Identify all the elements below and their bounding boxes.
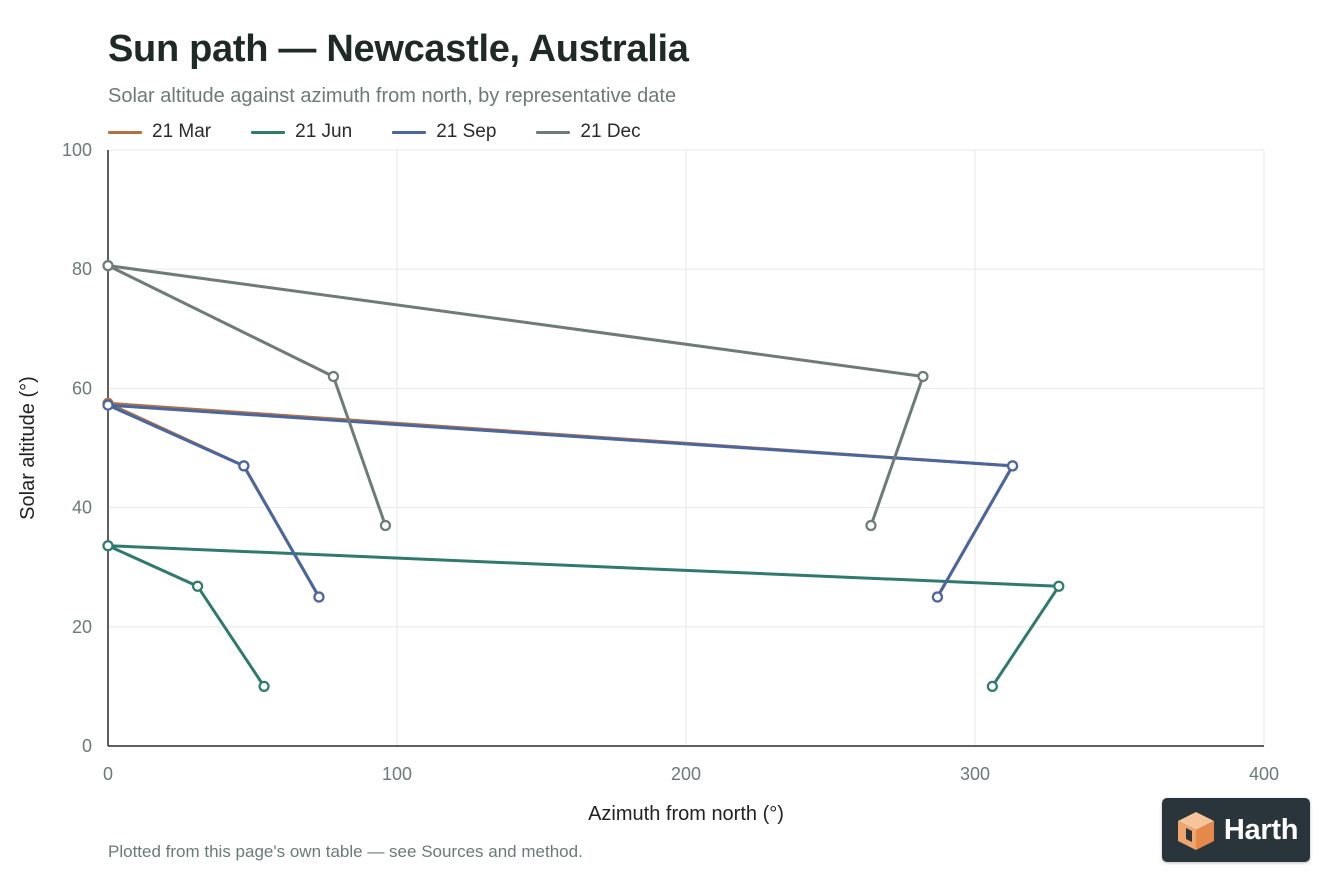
data-point[interactable] xyxy=(102,260,114,272)
data-point[interactable] xyxy=(917,370,929,383)
y-tick-label: 40 xyxy=(72,498,92,518)
data-point[interactable] xyxy=(986,680,998,693)
data-point[interactable] xyxy=(1053,580,1065,592)
x-tick-label: 400 xyxy=(1249,764,1279,784)
legend-item-21-mar[interactable]: 21 Mar xyxy=(108,121,211,143)
legend-swatch xyxy=(392,130,427,134)
x-tick-label: 300 xyxy=(960,764,990,784)
y-tick-label: 100 xyxy=(62,140,92,160)
x-tick-label: 200 xyxy=(671,764,701,784)
legend-label: 21 Mar xyxy=(152,121,212,142)
grid-lines xyxy=(107,149,1265,747)
y-tick-label: 20 xyxy=(72,617,92,637)
legend-item-21-sep[interactable]: 21 Sep xyxy=(392,121,496,143)
data-point[interactable] xyxy=(191,580,204,592)
cube-logo-icon xyxy=(1177,812,1214,850)
data-point[interactable] xyxy=(327,370,340,383)
source-note: Plotted from this page's own table — see… xyxy=(108,842,583,861)
data-point[interactable] xyxy=(865,519,877,532)
x-axis-title: Azimuth from north (°) xyxy=(588,803,784,825)
data-point[interactable] xyxy=(102,399,114,411)
legend-swatch xyxy=(108,130,142,134)
x-tick-label: 100 xyxy=(382,764,412,784)
legend-label: 21 Sep xyxy=(436,121,497,142)
series-line xyxy=(106,544,1061,688)
data-point[interactable] xyxy=(379,519,392,532)
legend-swatch xyxy=(536,130,571,134)
data-point[interactable] xyxy=(313,591,325,603)
axes xyxy=(107,150,1264,747)
data-point[interactable] xyxy=(1006,460,1019,472)
y-tick-label: 60 xyxy=(72,378,92,398)
data-point[interactable] xyxy=(238,460,250,472)
data-point[interactable] xyxy=(258,680,270,693)
legend-item-21-jun[interactable]: 21 Jun xyxy=(251,121,352,143)
legend-label: 21 Dec xyxy=(580,121,641,142)
series-line xyxy=(106,264,925,527)
data-point[interactable] xyxy=(931,591,944,603)
chart-title: Sun path — Newcastle, Australia xyxy=(108,28,689,70)
chart-legend: 21 Mar 21 Jun 21 Sep 21 Dec xyxy=(108,119,641,145)
legend-swatch xyxy=(251,130,286,134)
harth-logo[interactable]: Harth xyxy=(1162,798,1310,862)
y-tick-label: 0 xyxy=(82,736,92,756)
series-21-jun xyxy=(102,540,1065,693)
y-tick-label: 80 xyxy=(72,259,92,279)
y-axis-title: Solar altitude (°) xyxy=(17,376,39,520)
chart-subtitle: Solar altitude against azimuth from nort… xyxy=(108,85,677,107)
x-tick-label: 0 xyxy=(103,764,113,784)
tick-labels: 0 100 200 300 400 0 20 40 60 80 100 xyxy=(62,140,1279,784)
series-lines xyxy=(102,260,1065,693)
series-21-dec xyxy=(102,260,929,532)
legend-label: 21 Jun xyxy=(295,121,353,142)
legend-item-21-dec[interactable]: 21 Dec xyxy=(536,121,641,143)
data-point[interactable] xyxy=(102,540,114,552)
logo-wordmark: Harth xyxy=(1223,813,1299,846)
series-21-sep xyxy=(102,399,1019,603)
series-line xyxy=(106,401,1015,599)
